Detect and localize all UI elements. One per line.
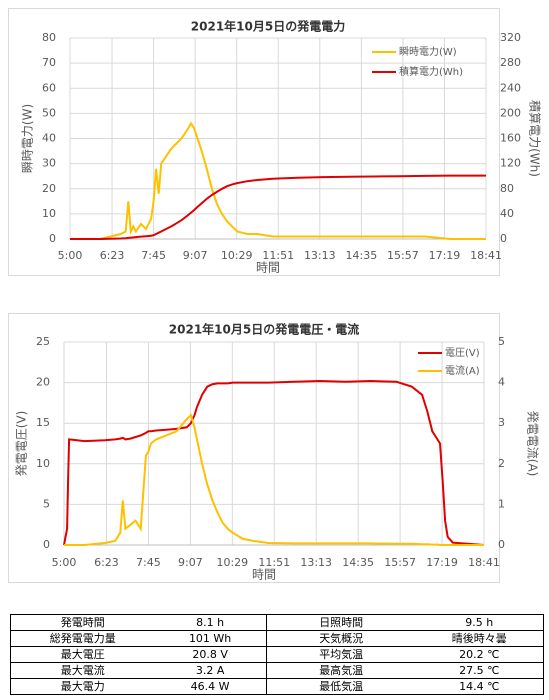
x-tick-label: 11:51 [262, 249, 294, 262]
x-tick-label: 15:57 [387, 249, 419, 262]
x-tick-label: 10:29 [216, 556, 248, 569]
y2-axis-label: 発電電流(A) [526, 411, 540, 477]
y-tick-label: 50 [42, 106, 56, 119]
x-tick-label: 7:45 [141, 249, 166, 262]
y-tick-label: 5 [43, 497, 50, 510]
x-tick-label: 15:57 [384, 556, 416, 569]
chart-title: 2021年10月5日の発電電圧・電流 [169, 322, 359, 337]
data-line [64, 413, 484, 546]
y2-tick-label: 120 [500, 157, 521, 170]
y2-tick-label: 3 [498, 416, 505, 429]
chart-frame [8, 313, 500, 583]
y-tick-label: 25 [36, 335, 50, 348]
y-tick-label: 15 [36, 416, 50, 429]
x-axis-label: 時間 [256, 261, 280, 275]
table-value: 晴後時々曇 [451, 632, 507, 645]
table-label: 発電時間 [60, 616, 105, 629]
y-tick-label: 10 [42, 207, 56, 220]
table-value: 3.2 A [195, 664, 225, 677]
y2-tick-label: 0 [498, 538, 505, 551]
y2-tick-label: 4 [498, 376, 505, 389]
y-axis-label: 瞬時電力(W) [21, 104, 35, 173]
y-tick-label: 20 [36, 376, 50, 389]
x-axis-label: 時間 [252, 568, 276, 582]
table-label: 天気概況 [265, 630, 416, 647]
table-row: 最大電流 3.2 A 最高気温 27.5 ℃ [10, 662, 544, 679]
y2-tick-label: 280 [500, 56, 521, 69]
y-tick-label: 60 [42, 81, 56, 94]
y2-tick-label: 1 [498, 497, 505, 510]
x-tick-label: 7:45 [136, 556, 161, 569]
y2-tick-label: 320 [500, 31, 521, 44]
x-tick-label: 5:00 [58, 249, 83, 262]
y-tick-label: 0 [43, 538, 50, 551]
y2-tick-label: 160 [500, 132, 521, 145]
y-tick-label: 0 [49, 232, 56, 245]
y-tick-label: 40 [42, 132, 56, 145]
y2-tick-label: 5 [498, 335, 505, 348]
table-value: 20.2 ℃ [459, 648, 500, 661]
x-tick-label: 9:07 [183, 249, 208, 262]
table-label: 日照時間 [265, 614, 416, 631]
table-label: 最高気温 [265, 662, 416, 679]
chart-title: 2021年10月5日の発電電力 [191, 19, 345, 34]
y2-axis-label: 積算電力(Wh) [528, 100, 543, 177]
y2-tick-label: 2 [498, 457, 505, 470]
table-label: 最大電力 [60, 680, 105, 693]
y-tick-label: 20 [42, 182, 56, 195]
charts: 2021年10月5日の発電電力0102030405060708004080120… [8, 8, 543, 583]
table-row: 発電時間 8.1 h 日照時間 9.5 h [10, 614, 544, 631]
legend-label: 瞬時電力(W) [399, 45, 457, 58]
x-tick-label: 17:19 [426, 556, 458, 569]
table-value: 46.4 W [190, 680, 230, 693]
x-tick-label: 5:00 [52, 556, 77, 569]
x-tick-label: 11:51 [258, 556, 290, 569]
x-tick-label: 14:35 [342, 556, 374, 569]
table-value: 20.8 V [192, 648, 228, 661]
y2-tick-label: 240 [500, 81, 521, 94]
y2-tick-label: 200 [500, 106, 521, 119]
table-label: 平均気温 [265, 646, 416, 663]
x-tick-label: 10:29 [221, 249, 253, 262]
summary-table: 発電時間 8.1 h 日照時間 9.5 h 総発電電力量 101 Wh 天気概況 晴後時々曇最… [10, 614, 544, 695]
data-line [63, 379, 485, 546]
x-tick-label: 14:35 [346, 249, 378, 262]
table-label: 最大電流 [60, 664, 105, 677]
y-axis-label: 発電電圧(V) [15, 411, 29, 477]
x-tick-label: 17:19 [429, 249, 461, 262]
y2-tick-label: 40 [500, 207, 514, 220]
x-tick-label: 6:23 [94, 556, 119, 569]
table-value: 101 Wh [188, 632, 232, 645]
y2-tick-label: 0 [500, 232, 507, 245]
table-row: 最大電力 46.4 W 最低気温 14.4 ℃ [10, 678, 544, 695]
data-line [70, 174, 486, 240]
table-label: 最大電圧 [60, 648, 105, 661]
y-tick-label: 80 [42, 31, 56, 44]
x-tick-label: 6:23 [100, 249, 125, 262]
table-value: 27.5 ℃ [459, 664, 500, 677]
table-label: 最低気温 [265, 678, 416, 695]
legend-label: 電圧(V) [445, 347, 480, 359]
x-tick-label: 18:41 [470, 249, 502, 262]
y-tick-label: 10 [36, 457, 50, 470]
legend-label: 積算電力(Wh) [399, 65, 463, 78]
table-value: 9.5 h [465, 616, 494, 629]
x-tick-label: 18:41 [468, 556, 500, 569]
y2-tick-label: 80 [500, 182, 514, 195]
x-tick-label: 13:13 [300, 556, 332, 569]
data-line [70, 121, 486, 240]
table-value: 14.4 ℃ [459, 680, 500, 693]
chart-frame [8, 8, 500, 276]
y-tick-label: 70 [42, 56, 56, 69]
table-label: 総発電電力量 [49, 632, 116, 645]
table-row: 最大電圧 20.8 V 平均気温 20.2 ℃ [10, 646, 544, 663]
legend-label: 電流(A) [445, 364, 480, 377]
table-row: 総発電電力量 101 Wh 天気概況 晴後時々曇 [10, 630, 544, 647]
x-tick-label: 9:07 [178, 556, 203, 569]
x-tick-label: 13:13 [304, 249, 336, 262]
table-value: 8.1 h [196, 616, 225, 629]
y-tick-label: 30 [42, 157, 56, 170]
